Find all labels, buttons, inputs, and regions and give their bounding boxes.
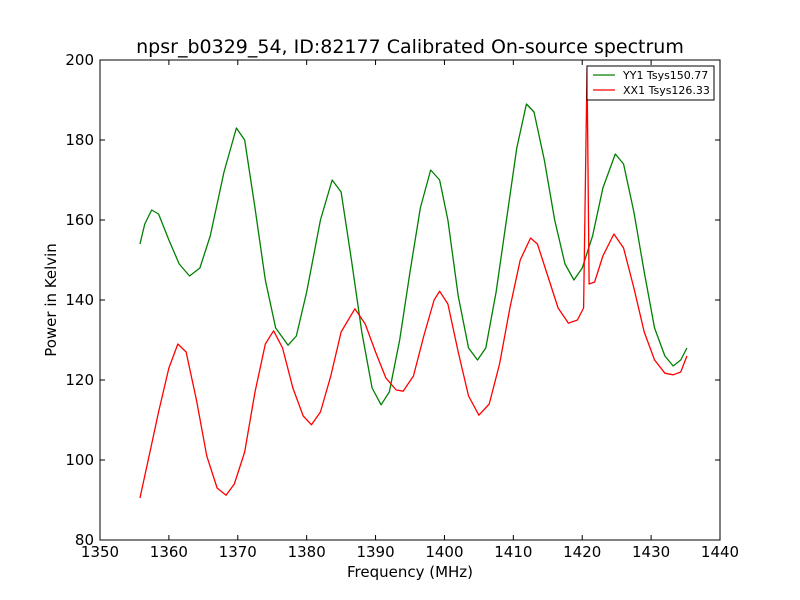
y-tick-label: 180 bbox=[65, 131, 94, 149]
x-tick-label: 1390 bbox=[356, 543, 394, 561]
x-tick-label: 1420 bbox=[563, 543, 601, 561]
plot-frame bbox=[99, 59, 721, 541]
x-tick-label: 1410 bbox=[494, 543, 532, 561]
x-tick-label: 1440 bbox=[701, 543, 739, 561]
x-tick-label: 1360 bbox=[150, 543, 188, 561]
x-tick-label: 1350 bbox=[81, 543, 119, 561]
x-tick-label: 1400 bbox=[425, 543, 463, 561]
legend-box bbox=[586, 65, 715, 101]
x-axis-label: Frequency (MHz) bbox=[347, 563, 473, 581]
y-tick-label: 140 bbox=[65, 291, 94, 309]
y-tick-label: 80 bbox=[75, 531, 94, 549]
y-tick-label: 200 bbox=[65, 51, 94, 69]
series-line-0 bbox=[139, 103, 688, 406]
y-tick-label: 120 bbox=[65, 371, 94, 389]
chart-title: npsr_b0329_54, ID:82177 Calibrated On-so… bbox=[136, 36, 684, 58]
series-line-1 bbox=[139, 67, 688, 499]
y-tick-label: 100 bbox=[65, 451, 94, 469]
x-tick-label: 1430 bbox=[632, 543, 670, 561]
plot-area: 1350 1360 1370 1380 1390 1400 1410 1420 1430 1440… bbox=[65, 51, 739, 561]
x-tick-label: 1380 bbox=[288, 543, 326, 561]
legend-label-1: XX1 Tsys126.33 bbox=[623, 84, 710, 97]
x-tick-label: 1370 bbox=[219, 543, 257, 561]
y-axis-label: Power in Kelvin bbox=[42, 243, 60, 357]
y-tick-label: 160 bbox=[65, 211, 94, 229]
legend-label-0: YY1 Tsys150.77 bbox=[622, 69, 708, 82]
